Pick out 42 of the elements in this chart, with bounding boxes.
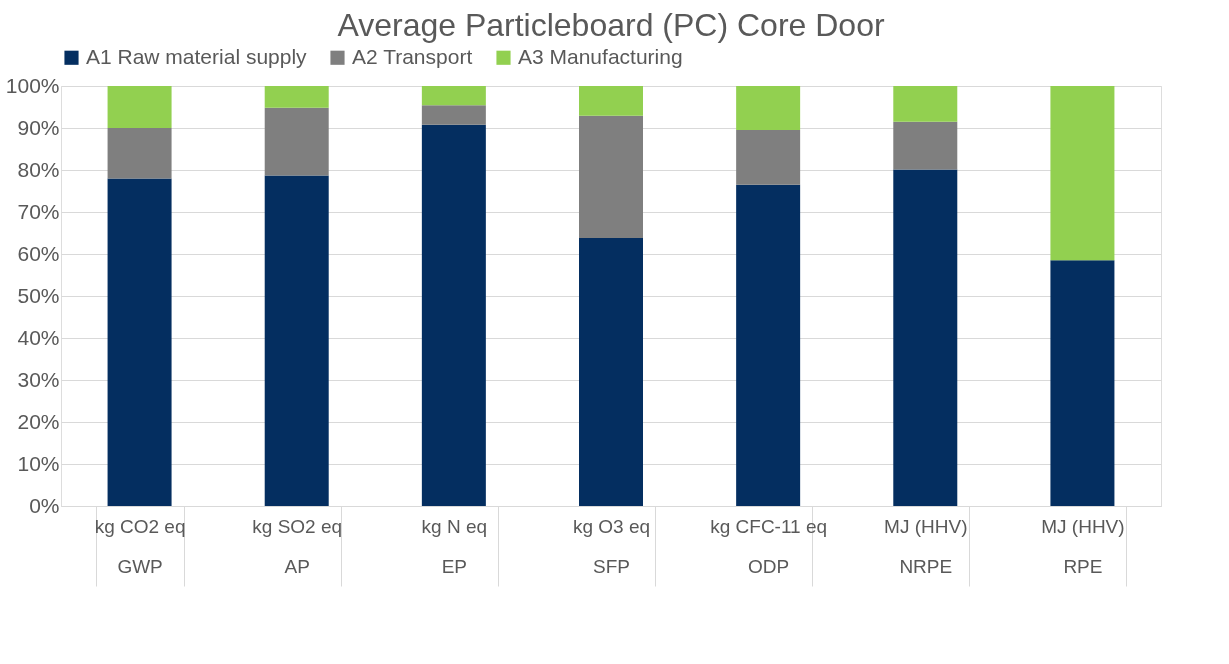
y-tick-label: 0% bbox=[29, 493, 60, 517]
bar bbox=[893, 169, 958, 506]
bar bbox=[107, 86, 172, 128]
x-tick-label: kg CO2 eq GWP bbox=[94, 515, 186, 577]
bar bbox=[1050, 86, 1115, 261]
y-tick-label: 70% bbox=[17, 199, 60, 223]
bar bbox=[264, 86, 329, 108]
legend-label: A2 Transport bbox=[352, 44, 473, 68]
chart-title: Average Particleboard (PC) Core Door bbox=[337, 7, 885, 43]
y-tick-label: 40% bbox=[17, 325, 60, 349]
bar bbox=[421, 105, 486, 125]
bar bbox=[421, 124, 486, 506]
bar bbox=[1050, 260, 1115, 506]
bar bbox=[736, 86, 801, 131]
y-tick-label: 20% bbox=[17, 409, 60, 433]
bar bbox=[579, 115, 643, 239]
bar bbox=[107, 128, 172, 179]
y-tick-label: 10% bbox=[17, 451, 60, 475]
x-tick-label: kg CFC-11 eq ODP bbox=[710, 515, 828, 577]
y-tick-label: 60% bbox=[17, 241, 60, 265]
legend-label: A3 Manufacturing bbox=[518, 44, 683, 68]
x-tick-label: kg N eq EP bbox=[421, 515, 488, 577]
x-tick-label: MJ (HHV) NRPE bbox=[884, 515, 968, 577]
y-tick-label: 50% bbox=[17, 283, 60, 307]
bar bbox=[579, 238, 643, 506]
bar bbox=[893, 121, 958, 170]
y-tick-label: 100% bbox=[5, 73, 60, 97]
bar bbox=[264, 107, 329, 176]
x-tick-label: MJ (HHV) RPE bbox=[1041, 515, 1125, 577]
bar bbox=[579, 86, 643, 116]
bar bbox=[107, 178, 172, 506]
bar bbox=[264, 175, 329, 506]
bar bbox=[421, 86, 486, 106]
legend-label: A1 Raw material supply bbox=[86, 44, 308, 68]
y-tick-label: 90% bbox=[17, 115, 60, 139]
y-tick-label: 30% bbox=[17, 367, 60, 391]
bar bbox=[736, 130, 801, 185]
x-tick-label: kg SO2 eq AP bbox=[252, 515, 343, 577]
bar bbox=[893, 86, 958, 122]
x-tick-label: kg O3 eq SFP bbox=[572, 515, 651, 577]
y-tick-label: 80% bbox=[17, 157, 60, 181]
bar bbox=[736, 184, 801, 506]
